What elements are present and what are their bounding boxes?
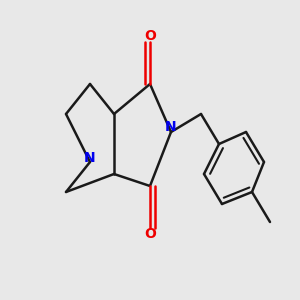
Text: N: N [84, 151, 96, 164]
Text: O: O [144, 29, 156, 43]
Text: O: O [144, 227, 156, 241]
Text: N: N [165, 121, 177, 134]
